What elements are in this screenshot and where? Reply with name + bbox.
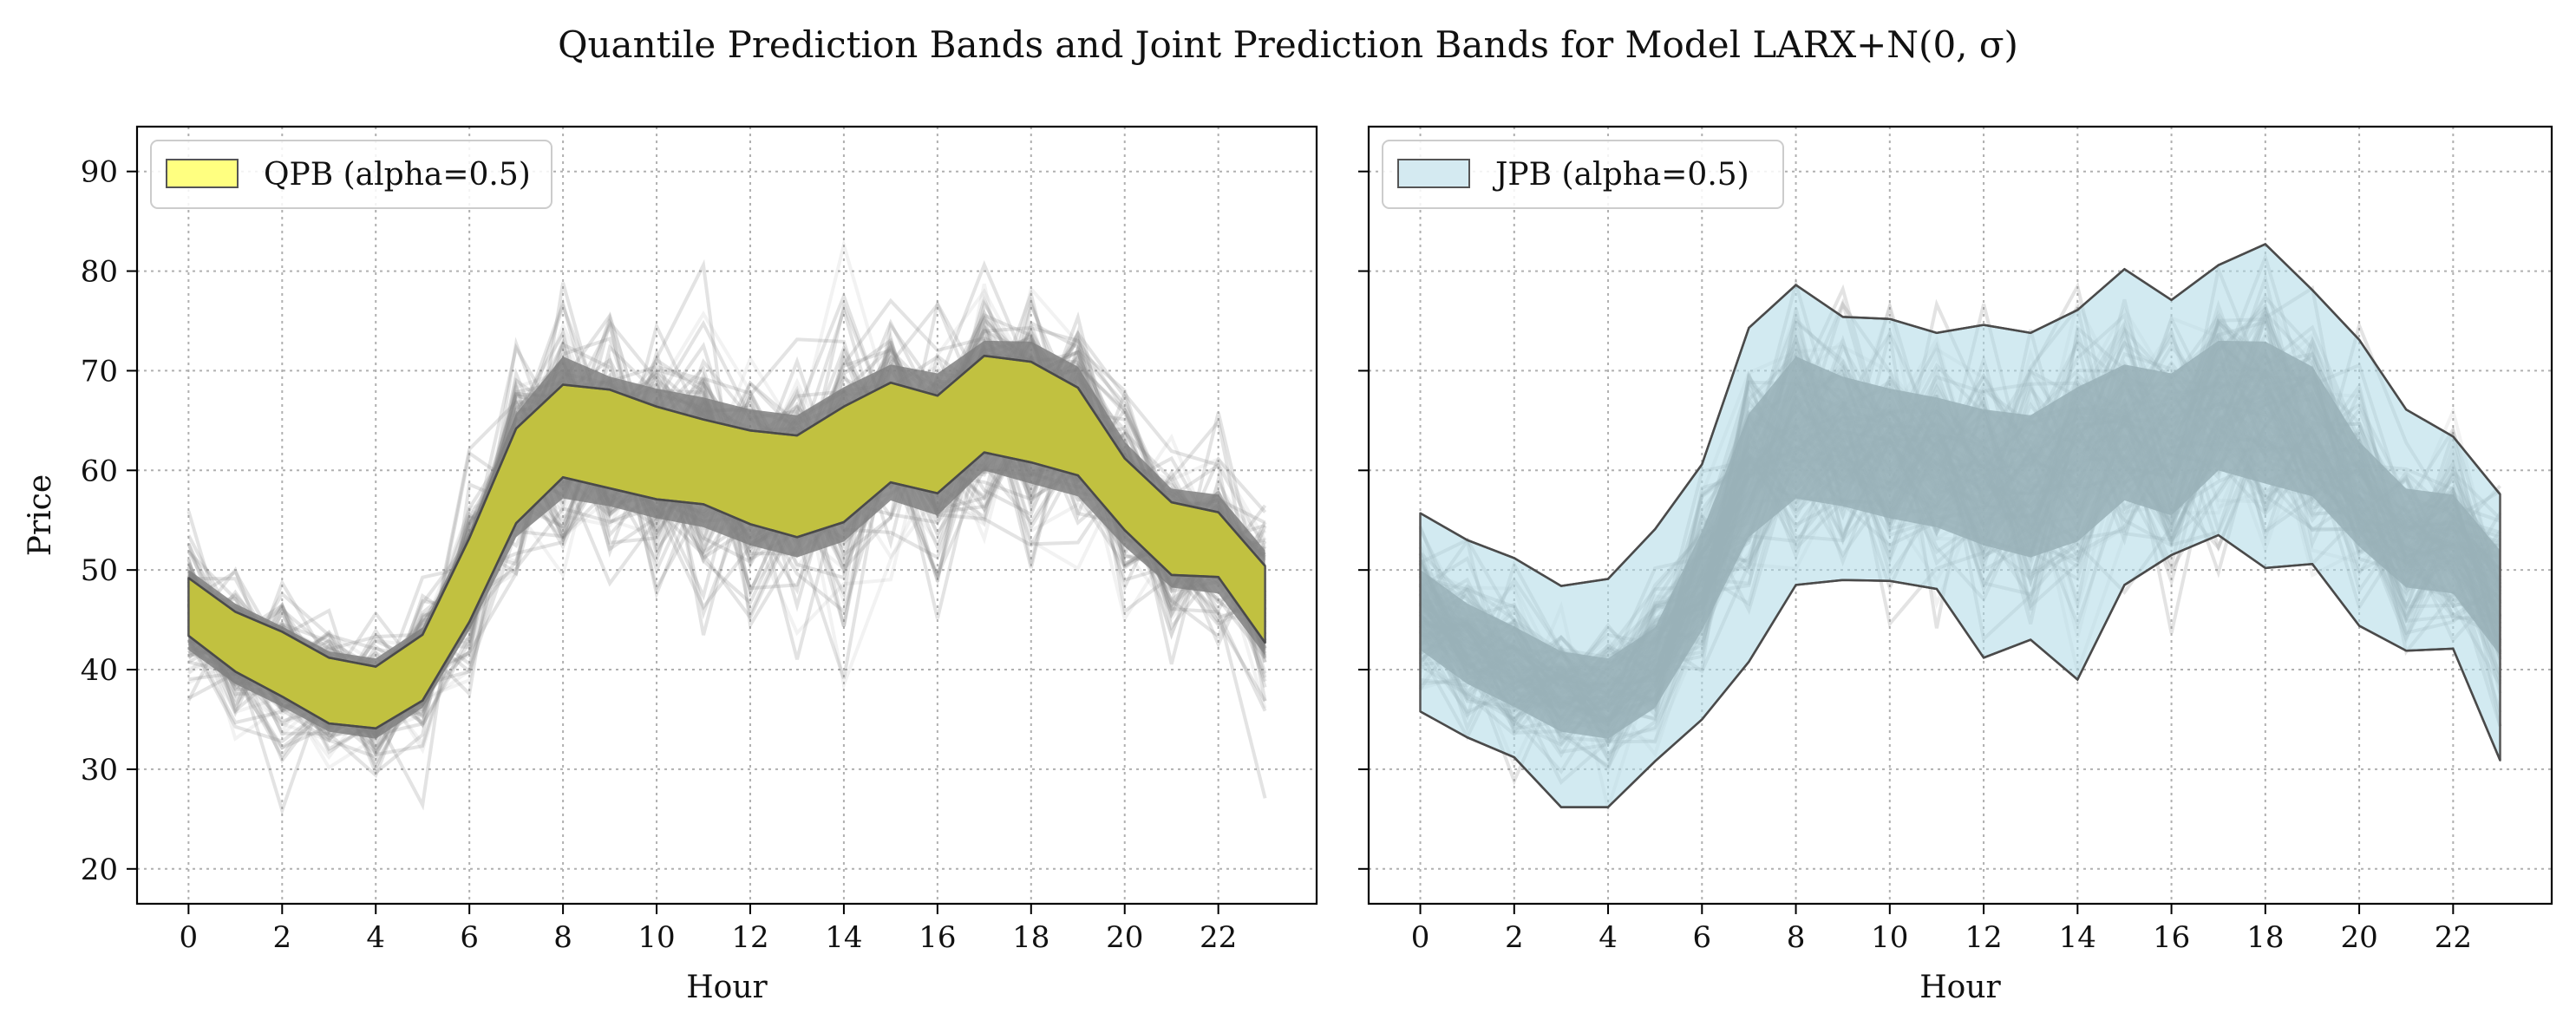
right-legend: JPB (alpha=0.5) (1382, 140, 1784, 209)
right-legend-box (1382, 140, 1784, 209)
left-xlabel: Hour (686, 970, 768, 1005)
right-xlabel: Hour (1919, 970, 2001, 1005)
right-xtick-label: 18 (2246, 920, 2284, 955)
right-ticks: 0 2 4 6 8 10 12 14 16 18 20 22 (1358, 170, 2472, 955)
left-ytick-label: 70 (81, 354, 118, 389)
right-xtick-label: 0 (1411, 920, 1430, 955)
left-ytick-label: 20 (81, 853, 118, 887)
left-legend-swatch (166, 159, 239, 188)
left-xtick-label: 18 (1012, 920, 1049, 955)
left-xtick-label: 0 (180, 920, 199, 955)
left-xtick-label: 14 (825, 920, 862, 955)
left-ticks: 0 2 4 6 8 10 12 14 16 18 20 22 20 30 40 50 60 70 80 90 (81, 155, 1238, 955)
right-xtick-label: 12 (1965, 920, 2002, 955)
left-band-upper-line (187, 354, 1266, 668)
left-legend-label: QPB (alpha=0.5) (264, 157, 531, 193)
left-xtick-label: 6 (460, 920, 479, 955)
right-panel: 0 2 4 6 8 10 12 14 16 18 20 22 Hour JPB (alpha=0.5) (1358, 125, 2553, 1005)
right-band-upper-line (1419, 243, 2501, 587)
left-xtick-label: 22 (1200, 920, 1237, 955)
right-band (1419, 243, 2501, 808)
left-legend: QPB (alpha=0.5) (150, 140, 552, 209)
right-xtick-label: 10 (1871, 920, 1908, 955)
left-ytick-label: 40 (81, 653, 118, 688)
left-ytick-label: 90 (81, 155, 118, 190)
right-xtick-label: 16 (2153, 920, 2190, 955)
left-ytick-label: 60 (81, 454, 118, 488)
left-xtick-label: 8 (553, 920, 572, 955)
left-xtick-label: 2 (272, 920, 291, 955)
right-axes-frame (1367, 125, 2553, 906)
right-xtick-label: 2 (1505, 920, 1524, 955)
left-xtick-label: 12 (731, 920, 768, 955)
left-xtick-label: 20 (1106, 920, 1143, 955)
right-legend-swatch (1397, 159, 1470, 188)
left-xtick-label: 10 (637, 920, 675, 955)
left-axes-frame (135, 125, 1318, 906)
left-ytick-label: 80 (81, 255, 118, 290)
right-xtick-label: 22 (2435, 920, 2472, 955)
left-xtick-label: 4 (366, 920, 385, 955)
right-xtick-label: 8 (1787, 920, 1806, 955)
left-ylabel: Price (23, 474, 58, 556)
left-legend-box (150, 140, 552, 209)
right-xtick-label: 14 (2059, 920, 2096, 955)
right-band-lower-line (1419, 533, 2501, 808)
left-band (187, 354, 1266, 730)
left-ytick-label: 50 (81, 553, 118, 588)
right-xtick-label: 20 (2340, 920, 2377, 955)
right-xtick-label: 6 (1692, 920, 1711, 955)
figure-title: Quantile Prediction Bands and Joint Pred… (558, 23, 2018, 66)
left-xtick-label: 16 (919, 920, 956, 955)
right-legend-label: JPB (alpha=0.5) (1492, 157, 1749, 193)
left-ytick-label: 30 (81, 753, 118, 788)
left-band-lower-line (187, 451, 1266, 730)
left-panel: 0 2 4 6 8 10 12 14 16 18 20 22 20 30 40 50 60 70 80 90 Hour… (23, 125, 1318, 1005)
right-xtick-label: 4 (1599, 920, 1618, 955)
